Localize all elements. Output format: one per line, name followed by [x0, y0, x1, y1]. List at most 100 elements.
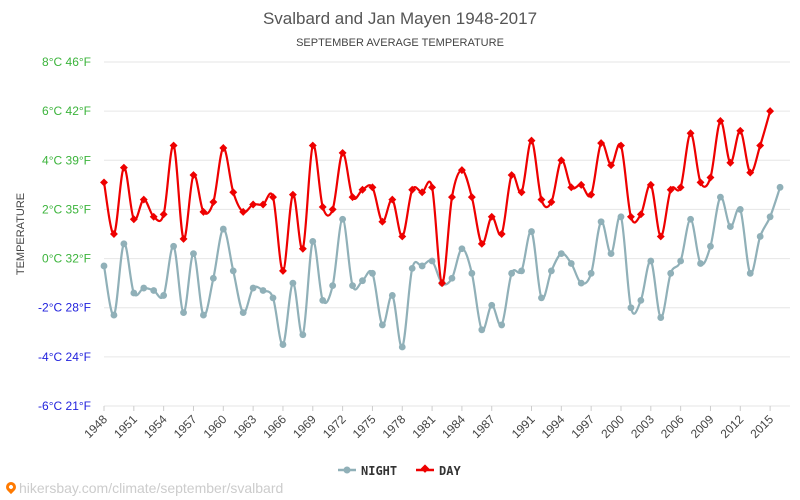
data-point-day[interactable] [746, 168, 755, 177]
data-point-day[interactable] [477, 239, 486, 248]
data-point-day[interactable] [100, 178, 108, 187]
data-point-day[interactable] [726, 158, 735, 167]
data-point-day[interactable] [368, 183, 377, 192]
data-point-night[interactable] [547, 267, 555, 275]
data-point-night[interactable] [468, 269, 476, 277]
data-point-day[interactable] [766, 107, 775, 116]
data-point-day[interactable] [577, 180, 586, 189]
data-point-day[interactable] [298, 244, 307, 253]
data-point-night[interactable] [150, 287, 158, 294]
data-point-day[interactable] [209, 198, 218, 207]
data-point-night[interactable] [597, 218, 605, 226]
data-point-night[interactable] [766, 213, 774, 221]
data-point-day[interactable] [686, 129, 695, 138]
data-point-day[interactable] [149, 212, 158, 221]
data-point-night[interactable] [518, 267, 525, 275]
data-point-day[interactable] [388, 195, 397, 204]
data-point-day[interactable] [129, 215, 138, 224]
data-point-day[interactable] [219, 144, 228, 152]
data-point-night[interactable] [130, 289, 138, 297]
data-point-day[interactable] [666, 185, 675, 194]
data-point-day[interactable] [318, 203, 327, 211]
data-point-day[interactable] [547, 198, 556, 207]
data-point-night[interactable] [369, 269, 376, 277]
data-point-night[interactable] [289, 279, 297, 287]
data-point-night[interactable] [617, 213, 625, 221]
data-point-night[interactable] [677, 257, 685, 265]
data-point-day[interactable] [587, 190, 596, 199]
data-point-day[interactable] [716, 117, 725, 125]
data-point-day[interactable] [487, 212, 496, 221]
data-point-night[interactable] [110, 311, 118, 319]
data-point-night[interactable] [647, 257, 655, 265]
data-point-day[interactable] [418, 188, 427, 197]
data-point-day[interactable] [537, 195, 546, 204]
data-point-day[interactable] [328, 205, 337, 214]
data-point-day[interactable] [179, 234, 188, 243]
data-point-night[interactable] [259, 287, 267, 294]
data-point-night[interactable] [269, 294, 277, 302]
data-point-night[interactable] [140, 284, 148, 292]
data-point-night[interactable] [538, 294, 545, 302]
data-point-night[interactable] [607, 250, 615, 258]
data-point-night[interactable] [229, 267, 237, 275]
data-point-day[interactable] [378, 217, 387, 226]
data-point-night[interactable] [587, 269, 595, 277]
data-point-night[interactable] [279, 341, 287, 348]
data-point-day[interactable] [497, 230, 506, 238]
data-point-night[interactable] [428, 257, 436, 265]
data-point-night[interactable] [528, 228, 535, 235]
data-point-night[interactable] [180, 309, 187, 317]
data-point-night[interactable] [319, 296, 327, 304]
data-point-night[interactable] [209, 274, 217, 282]
data-point-night[interactable] [567, 260, 575, 267]
data-point-night[interactable] [200, 311, 207, 319]
data-point-night[interactable] [448, 274, 456, 282]
data-point-day[interactable] [567, 183, 576, 192]
data-point-day[interactable] [338, 148, 347, 157]
data-point-day[interactable] [139, 195, 148, 204]
data-point-night[interactable] [577, 279, 585, 287]
data-point-day[interactable] [239, 207, 248, 216]
data-point-night[interactable] [717, 193, 724, 201]
data-point-night[interactable] [746, 269, 754, 277]
source-footer[interactable]: hikersbay.com/climate/september/svalbard [3, 479, 283, 496]
legend[interactable]: NIGHT DAY [338, 464, 461, 478]
data-point-night[interactable] [726, 223, 734, 231]
data-point-night[interactable] [249, 284, 257, 292]
data-point-night[interactable] [707, 242, 714, 250]
data-point-day[interactable] [457, 166, 466, 175]
data-point-night[interactable] [736, 206, 744, 213]
data-point-day[interactable] [199, 207, 208, 216]
data-point-night[interactable] [339, 215, 347, 223]
data-point-day[interactable] [626, 212, 635, 221]
data-point-day[interactable] [676, 183, 685, 192]
data-point-night[interactable] [508, 269, 516, 277]
data-point-day[interactable] [109, 230, 118, 238]
data-point-day[interactable] [706, 173, 715, 182]
data-point-night[interactable] [498, 321, 506, 329]
data-point-night[interactable] [478, 326, 486, 334]
data-point-night[interactable] [776, 183, 784, 191]
data-point-day[interactable] [438, 279, 446, 288]
data-point-night[interactable] [697, 260, 704, 267]
data-point-night[interactable] [458, 245, 466, 253]
data-point-night[interactable] [100, 262, 108, 270]
data-point-day[interactable] [259, 200, 268, 209]
data-point-day[interactable] [527, 136, 536, 145]
data-point-day[interactable] [646, 180, 655, 189]
data-point-day[interactable] [348, 193, 357, 202]
legend-item-day[interactable]: DAY [416, 464, 461, 478]
data-point-night[interactable] [398, 343, 406, 351]
data-point-day[interactable] [607, 161, 616, 170]
data-point-night[interactable] [557, 250, 565, 258]
data-point-day[interactable] [278, 266, 287, 275]
data-point-day[interactable] [448, 193, 456, 202]
data-point-night[interactable] [418, 262, 426, 270]
data-point-night[interactable] [160, 292, 168, 299]
data-point-night[interactable] [219, 225, 227, 233]
data-point-day[interactable] [159, 210, 168, 219]
data-point-night[interactable] [488, 301, 496, 309]
data-point-day[interactable] [229, 188, 238, 197]
data-point-night[interactable] [687, 215, 694, 223]
